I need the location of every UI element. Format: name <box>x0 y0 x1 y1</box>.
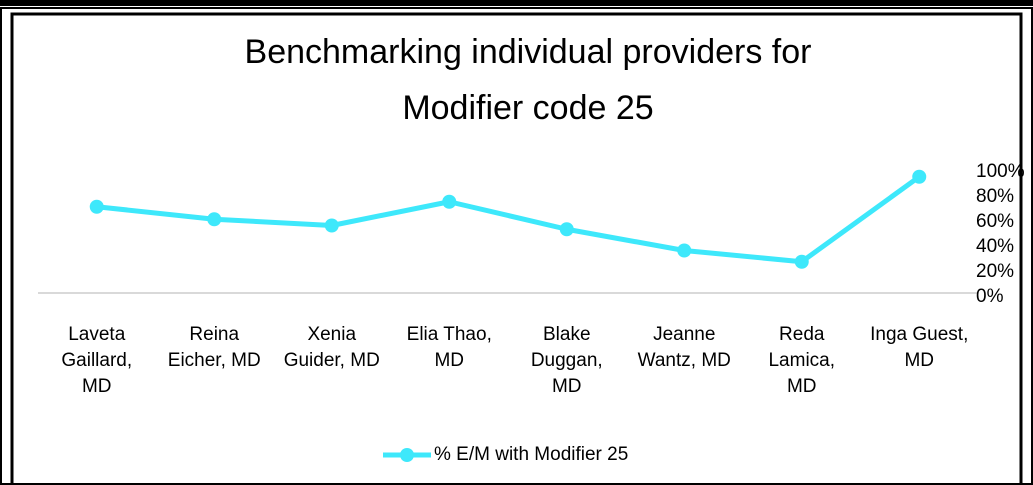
chart-frame <box>10 12 1023 485</box>
legend-marker <box>400 448 414 462</box>
point <box>912 169 927 184</box>
x-tick-label: Blake Duggan, MD <box>530 324 603 397</box>
legend-label: % E/M with Modifier 25 <box>434 444 628 465</box>
top-bar <box>0 0 1033 6</box>
y-tick-label: 100% <box>976 161 1025 182</box>
point <box>677 243 692 258</box>
y-tick-label: 20% <box>976 261 1014 282</box>
point <box>89 199 104 214</box>
series-line <box>96 174 921 265</box>
chart-title: Benchmarking individual providers for Mo… <box>244 33 812 127</box>
x-tick-label: Elia Thao, MD <box>406 324 492 371</box>
point <box>207 212 222 227</box>
y-tick-label: 80% <box>976 186 1014 207</box>
x-tick-label: Reda Lamica, MD <box>768 324 836 397</box>
x-tick-label: Jeanne Wantz, MD <box>637 324 731 371</box>
x-tick-label: Xenia Guider, MD <box>283 324 380 371</box>
x-tick-label: Laveta Gaillard, MD <box>61 324 133 397</box>
x-tick-label: Reina Eicher, MD <box>167 324 261 371</box>
point <box>794 254 809 269</box>
point <box>442 194 457 209</box>
y-tick-label: 0% <box>976 286 1004 307</box>
y-tick-label: 60% <box>976 211 1014 232</box>
point <box>559 222 574 237</box>
point <box>324 218 339 233</box>
y-tick-label: 40% <box>976 236 1014 257</box>
x-tick-label: Inga Guest, MD <box>870 324 969 371</box>
